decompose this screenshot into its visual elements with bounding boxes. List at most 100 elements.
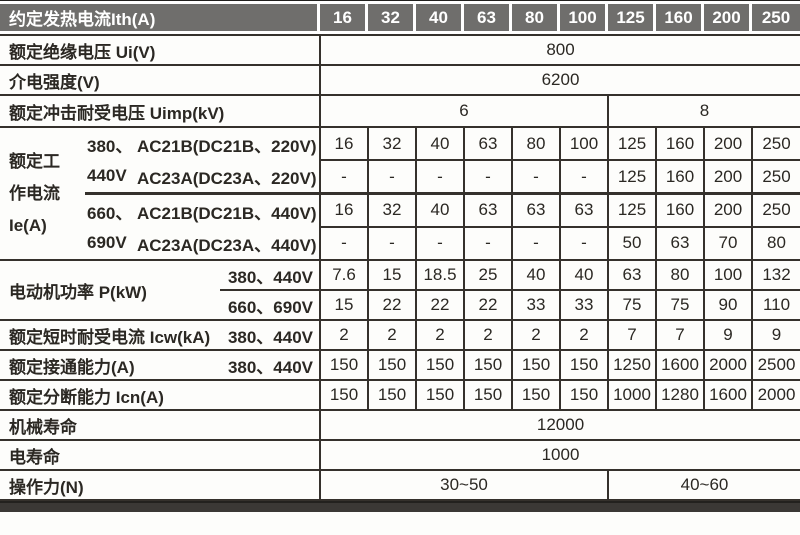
value-cell: 30~50 [319, 469, 610, 501]
value-cell: - [511, 159, 562, 195]
value-cell: - [559, 225, 610, 262]
value-cell: 63 [511, 191, 562, 228]
row-label: 电寿命 [0, 439, 322, 471]
header-column: 80 [512, 4, 560, 31]
value-cell: - [367, 225, 418, 262]
value-cell: 150 [367, 349, 418, 381]
value-cell: 15 [367, 259, 418, 291]
value-cell: 18.5 [415, 259, 466, 291]
value-cell: 2 [463, 319, 514, 351]
value-cell: 160 [655, 159, 706, 195]
value-cell: 33 [559, 289, 610, 321]
value-cell: - [463, 225, 514, 262]
header-column: 40 [416, 4, 464, 31]
value-cell: 150 [559, 349, 610, 381]
row-label: 额定绝缘电压 Ui(V) [0, 34, 322, 66]
value-cell: 90 [703, 289, 754, 321]
row-mechanical-life: 机械寿命 12000 [0, 409, 800, 441]
value-cell: 6200 [319, 64, 800, 96]
value-cell: 63 [655, 225, 706, 262]
volt-sublabel: 660、690V [220, 289, 322, 321]
ie-group-label: 额定工 作电流 Ie(A) [0, 126, 85, 261]
value-cell: - [415, 225, 466, 262]
value-cell: 2 [415, 319, 466, 351]
value-cell: 63 [559, 191, 610, 228]
top-divider-strip [0, 0, 800, 4]
value-cell: 33 [511, 289, 562, 321]
header-column: 125 [608, 4, 656, 31]
header-column: 160 [656, 4, 704, 31]
value-cell: 9 [751, 319, 800, 351]
row-ie-ac23a-380: - - - - - - 125 160 200 250 [0, 159, 800, 195]
value-cell: 50 [607, 225, 658, 262]
value-cell: 125 [607, 191, 658, 228]
row-ie-ac23a-660: - - - - - - 50 63 70 80 [0, 225, 800, 262]
value-cell: 200 [703, 125, 754, 162]
row-label: 电动机功率 P(kW) [0, 259, 220, 321]
spec-table: 额定绝缘电压 Ui(V) 800 介电强度(V) 6200 额定冲击耐受电压 U… [0, 34, 800, 501]
table-header-row: 约定发热电流Ith(A) 16 32 40 63 80 100 125 160 … [0, 4, 800, 34]
value-cell: 125 [607, 125, 658, 162]
value-cell: 150 [415, 379, 466, 411]
header-column: 32 [368, 4, 416, 31]
row-label: 操作力(N) [0, 469, 322, 501]
row-label: 介电强度(V) [0, 64, 322, 96]
value-cell: 132 [751, 259, 800, 291]
value-cell: 12000 [319, 409, 800, 441]
row-label: 额定分断能力 Icn(A) [0, 379, 322, 411]
value-cell: 15 [319, 289, 370, 321]
row-label: 额定接通能力(A) [0, 349, 220, 381]
value-cell: 7 [607, 319, 658, 351]
value-cell: 7 [655, 319, 706, 351]
category-label: AC23A(DC23A、220V) [137, 168, 317, 188]
value-cell: 800 [319, 34, 800, 66]
volt-label: 380、 [87, 136, 133, 156]
value-cell: 22 [367, 289, 418, 321]
value-cell: 1600 [655, 349, 706, 381]
row-uimp: 额定冲击耐受电压 Uimp(kV) 6 8 [0, 94, 800, 128]
row-making-capacity: 额定接通能力(A) 380、440V 150 150 150 150 150 1… [0, 349, 800, 381]
row-label: 额定短时耐受电流 Icw(kA) [0, 319, 220, 351]
value-cell: 16 [319, 191, 370, 228]
volt-sublabel: 380、440V [220, 349, 322, 381]
value-cell: 80 [655, 259, 706, 291]
header-column: 200 [704, 4, 752, 31]
volt-sublabel: 380、440V [220, 259, 322, 291]
row-dielectric: 介电强度(V) 6200 [0, 64, 800, 96]
value-cell: 75 [607, 289, 658, 321]
category-label: AC21B(DC21B、220V) [137, 136, 317, 156]
volt-sublabel: 380、440V [220, 319, 322, 351]
value-cell: 2 [559, 319, 610, 351]
row-motor-660: 660、690V 15 22 22 22 33 33 75 75 90 110 [0, 289, 800, 321]
value-cell: 150 [511, 349, 562, 381]
value-cell: 150 [415, 349, 466, 381]
value-cell: 2 [319, 319, 370, 351]
value-cell: 25 [463, 259, 514, 291]
value-cell: 250 [751, 191, 800, 228]
value-cell: 150 [319, 349, 370, 381]
value-cell: 250 [751, 125, 800, 162]
row-icw: 额定短时耐受电流 Icw(kA) 380、440V 2 2 2 2 2 2 7 … [0, 319, 800, 351]
value-cell: 160 [655, 125, 706, 162]
bottom-divider-strip [0, 501, 800, 512]
value-cell: 9 [703, 319, 754, 351]
value-cell: 1600 [703, 379, 754, 411]
value-cell: 40 [415, 191, 466, 228]
spec-table-page: 约定发热电流Ith(A) 16 32 40 63 80 100 125 160 … [0, 0, 800, 512]
value-cell: 40~60 [607, 469, 800, 501]
value-cell: 2000 [751, 379, 800, 411]
category-label: AC21B(DC21B、440V) [137, 203, 317, 223]
value-cell: 200 [703, 191, 754, 228]
value-cell: 110 [751, 289, 800, 321]
row-electrical-life: 电寿命 1000 [0, 439, 800, 471]
value-cell: 63 [463, 125, 514, 162]
value-cell: 150 [559, 379, 610, 411]
value-cell: - [415, 159, 466, 195]
value-cell: 200 [703, 159, 754, 195]
value-cell: 22 [415, 289, 466, 321]
header-column: 16 [320, 4, 368, 31]
ie-sublabel-660: 660、 AC21B(DC21B、440V) 690V AC23A(DC23A、… [85, 192, 322, 261]
value-cell: 80 [751, 225, 800, 262]
value-cell: 40 [559, 259, 610, 291]
value-cell: 32 [367, 191, 418, 228]
